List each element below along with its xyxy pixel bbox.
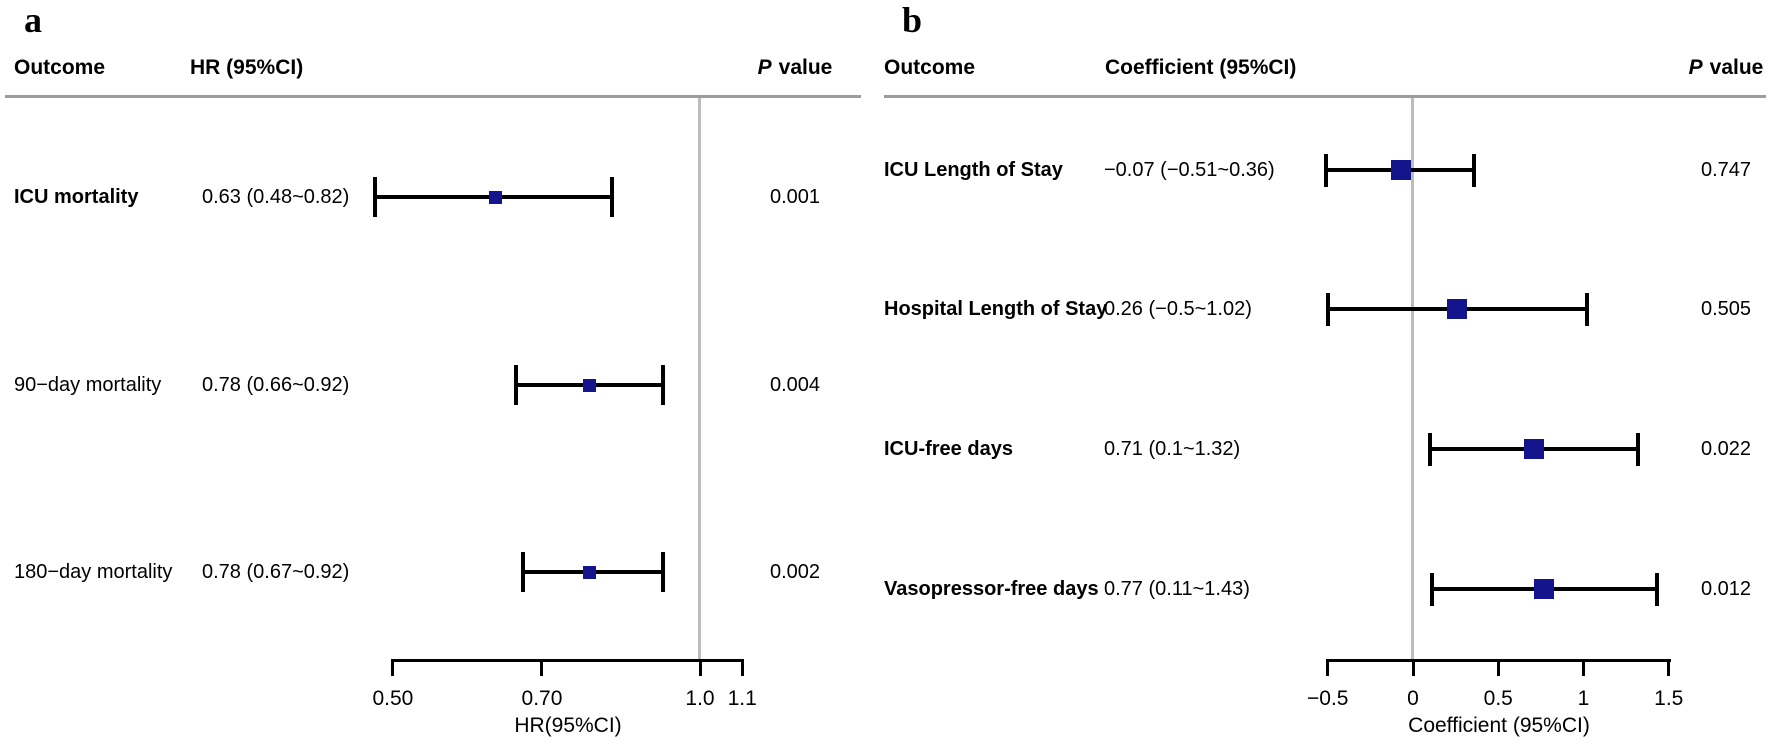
axis-tick-label: 1 bbox=[1577, 687, 1590, 710]
point-estimate-marker bbox=[488, 190, 502, 204]
p-word: value bbox=[1709, 56, 1764, 79]
panel-letter-b: b bbox=[902, 0, 923, 40]
row-estimate: 0.78 (0.66~0.92) bbox=[202, 374, 350, 396]
point-estimate-marker bbox=[583, 378, 597, 392]
ci-cap-right bbox=[1636, 432, 1641, 466]
ci-cap-right bbox=[661, 365, 666, 405]
ci-cap-left bbox=[513, 365, 518, 405]
point-estimate-marker bbox=[1447, 299, 1468, 319]
point-estimate-marker bbox=[1524, 439, 1545, 459]
x-axis-line bbox=[1329, 659, 1671, 662]
ci-cap-right bbox=[661, 552, 666, 592]
panel-letter-a: a bbox=[24, 0, 42, 40]
p-value: 0.747 bbox=[1700, 159, 1752, 181]
row-estimate: −0.07 (−0.51~0.36) bbox=[1104, 159, 1275, 181]
ci-cap-left bbox=[1429, 572, 1434, 606]
axis-tick-label: 0.5 bbox=[1483, 687, 1513, 710]
ci-cap-left bbox=[520, 552, 525, 592]
reference-line bbox=[1411, 98, 1414, 659]
column-header-estimate: HR (95%CI) bbox=[190, 56, 304, 79]
p-word: value bbox=[778, 56, 833, 79]
row-estimate: 0.26 (−0.5~1.02) bbox=[1104, 298, 1252, 320]
ci-cap-left bbox=[1325, 292, 1330, 326]
axis-tick-label: 1.0 bbox=[685, 687, 715, 710]
p-value: 0.004 bbox=[769, 374, 821, 396]
row-label: 90−day mortality bbox=[14, 374, 162, 396]
axis-tick-label: 0.50 bbox=[372, 687, 414, 710]
ci-cap-right bbox=[610, 177, 615, 217]
p-value: 0.022 bbox=[1700, 438, 1752, 460]
axis-tick-label: 1.1 bbox=[727, 687, 757, 710]
point-estimate-marker bbox=[583, 565, 597, 579]
point-estimate-marker bbox=[1391, 160, 1412, 180]
axis-tick bbox=[1667, 659, 1671, 676]
x-axis-title: Coefficient (95%CI) bbox=[1408, 714, 1590, 737]
axis-tick bbox=[698, 659, 702, 676]
axis-tick bbox=[391, 659, 395, 676]
ci-cap-left bbox=[1324, 153, 1329, 187]
ci-cap-left bbox=[1428, 432, 1433, 466]
p-value: 0.012 bbox=[1700, 578, 1752, 600]
ci-cap-right bbox=[1472, 153, 1477, 187]
row-estimate: 0.71 (0.1~1.32) bbox=[1104, 438, 1241, 460]
axis-tick bbox=[1411, 659, 1415, 676]
row-label: ICU mortality bbox=[14, 186, 139, 208]
column-header-outcome: Outcome bbox=[884, 56, 976, 79]
column-header-outcome: Outcome bbox=[14, 56, 106, 79]
axis-tick-label: 0 bbox=[1407, 687, 1419, 710]
axis-tick-label: 0.70 bbox=[521, 687, 563, 710]
x-axis-title: HR(95%CI) bbox=[514, 714, 622, 737]
row-label: Vasopressor-free days bbox=[884, 578, 1099, 600]
point-estimate-marker bbox=[1534, 579, 1555, 599]
row-estimate: 0.63 (0.48~0.82) bbox=[202, 186, 350, 208]
x-axis-line bbox=[393, 659, 744, 662]
axis-tick bbox=[1582, 659, 1585, 676]
p-value: 0.001 bbox=[769, 186, 821, 208]
p-value: 0.002 bbox=[769, 561, 821, 583]
p-symbol: P bbox=[757, 56, 772, 79]
axis-tick bbox=[540, 659, 544, 676]
reference-line bbox=[698, 98, 701, 659]
p-value: 0.505 bbox=[1700, 298, 1752, 320]
ci-cap-right bbox=[1654, 572, 1659, 606]
ci-cap-right bbox=[1584, 292, 1589, 326]
ci-cap-left bbox=[372, 177, 377, 217]
row-estimate: 0.78 (0.67~0.92) bbox=[202, 561, 350, 583]
row-label: ICU-free days bbox=[884, 438, 1013, 460]
header-rule bbox=[5, 95, 861, 98]
header-rule bbox=[884, 95, 1766, 98]
column-header-estimate: Coefficient (95%CI) bbox=[1105, 56, 1297, 79]
row-label: ICU Length of Stay bbox=[884, 159, 1063, 181]
axis-tick bbox=[740, 659, 744, 676]
axis-tick bbox=[1496, 659, 1500, 676]
axis-tick bbox=[1326, 659, 1330, 676]
row-label: 180−day mortality bbox=[14, 561, 173, 583]
axis-tick-label: −0.5 bbox=[1307, 687, 1349, 710]
row-estimate: 0.77 (0.11~1.43) bbox=[1104, 578, 1250, 600]
row-label: Hospital Length of Stay bbox=[884, 298, 1108, 320]
p-symbol: P bbox=[1688, 56, 1703, 79]
axis-tick-label: 1.5 bbox=[1654, 687, 1684, 710]
